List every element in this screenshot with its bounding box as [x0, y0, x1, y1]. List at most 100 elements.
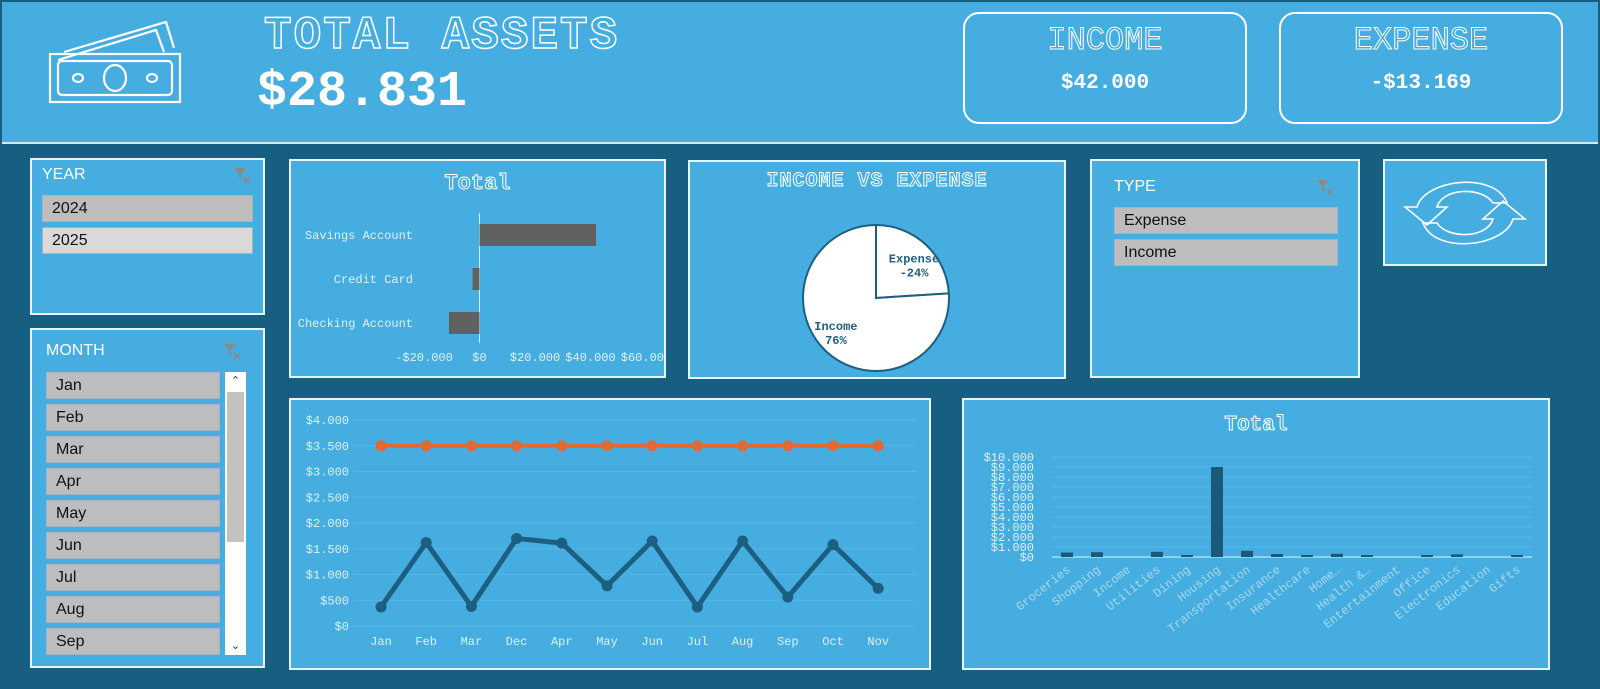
pie-label: Income: [814, 320, 857, 334]
y-tick-label: $4.000: [991, 511, 1034, 525]
bar: [1451, 554, 1463, 557]
data-point: [511, 532, 523, 544]
month-scrollbar[interactable]: ⌃ ⌄: [225, 372, 246, 655]
month-item-jun[interactable]: Jun: [46, 532, 220, 559]
y-tick-label: $1.500: [306, 543, 349, 557]
data-point: [375, 601, 387, 613]
type-item-income[interactable]: Income: [1114, 239, 1338, 266]
tick-label: $60.000: [621, 351, 664, 365]
pie-value-label: 76%: [825, 334, 847, 348]
y-tick-label: $3.000: [306, 466, 349, 480]
data-point: [737, 535, 749, 547]
tick-label: $0: [472, 351, 486, 365]
category-chart-panel: Total $0 $1.000 $2.000 $3.000 $4.000 $5.000 $6…: [962, 398, 1550, 670]
month-item-apr[interactable]: Apr: [46, 468, 220, 495]
x-tick-label: Jun: [641, 635, 663, 649]
data-point: [827, 539, 839, 551]
scroll-down-icon[interactable]: ⌄: [230, 640, 241, 652]
data-point: [872, 440, 884, 452]
filter-clear-icon[interactable]: [223, 342, 241, 360]
category-bar-chart: $0$1.000$2.000$3.000$4.000$5.000$6.000$7…: [984, 451, 1532, 636]
scrollbar-thumb[interactable]: [227, 392, 244, 542]
series-line: [378, 535, 880, 610]
x-tick-label: Feb: [415, 635, 437, 649]
header-bar: TOTAL ASSETS $28.831 INCOME $42.000 EXPE…: [2, 2, 1598, 144]
bar: [1091, 552, 1103, 557]
y-tick-label: $0: [1020, 551, 1034, 565]
category-label: Gifts: [1486, 563, 1523, 596]
month-slicer-title: MONTH: [46, 342, 105, 359]
category-label: Checking Account: [298, 317, 413, 331]
data-point: [691, 440, 703, 452]
month-list: Jan Feb Mar Apr May Jun Jul Aug Sep: [46, 372, 222, 655]
tick-label: $40.000: [565, 351, 615, 365]
filter-clear-icon[interactable]: [1316, 178, 1334, 196]
monthly-line-chart-panel: $0 $500 $1.000 $1.500 $2.000 $2.500 $3.000 $3.5…: [289, 398, 931, 670]
scroll-up-icon[interactable]: ⌃: [230, 375, 241, 387]
x-tick-label: Apr: [551, 635, 573, 649]
y-tick-label: $6.000: [991, 491, 1034, 505]
data-point: [375, 440, 387, 452]
tick-label: -$20.000: [395, 351, 453, 365]
type-slicer: TYPE Expense Income: [1090, 159, 1360, 378]
accounts-chart-title: Total: [444, 171, 511, 197]
year-slicer: YEAR 2024 2025: [30, 158, 265, 315]
bar: [1181, 555, 1193, 557]
bar: [1211, 467, 1223, 557]
x-tick-label: Dec: [506, 635, 528, 649]
y-tick-label: $3.000: [991, 521, 1034, 535]
month-slicer: MONTH Jan Feb Mar Apr May Jun Jul Aug Se…: [30, 328, 265, 668]
y-tick-label: $500: [320, 594, 349, 608]
tick-label: $20.000: [510, 351, 560, 365]
month-item-sep[interactable]: Sep: [46, 628, 220, 655]
data-point: [601, 440, 613, 452]
pie-slice: [875, 223, 950, 300]
x-tick-label: Sep: [777, 635, 799, 649]
bar: [1361, 555, 1373, 557]
income-value: $42.000: [1060, 72, 1150, 95]
money-icon: [48, 20, 182, 104]
y-tick-label: $4.000: [306, 414, 349, 428]
expense-card: EXPENSE -$13.169: [1279, 12, 1563, 124]
bar: [472, 268, 480, 290]
y-tick-label: $7.000: [991, 481, 1034, 495]
filter-clear-icon[interactable]: [233, 166, 251, 184]
data-point: [646, 535, 658, 547]
month-item-feb[interactable]: Feb: [46, 404, 220, 431]
accounts-bar-chart: Savings Account Credit Card Checking Accou…: [298, 213, 664, 365]
monthly-line-chart: $0 $500 $1.000 $1.500 $2.000 $2.500 $3.000 $3.5…: [306, 414, 916, 649]
data-point: [601, 580, 613, 592]
category-label: Savings Account: [305, 229, 413, 243]
bar: [1271, 554, 1283, 557]
data-point: [872, 582, 884, 594]
x-tick-label: May: [596, 635, 618, 649]
year-item-2025[interactable]: 2025: [42, 227, 253, 254]
y-tick-label: $3.500: [306, 440, 349, 454]
type-item-expense[interactable]: Expense: [1114, 207, 1338, 234]
category-label: Credit Card: [334, 273, 413, 287]
refresh-button[interactable]: [1383, 159, 1547, 266]
month-item-jan[interactable]: Jan: [46, 372, 220, 399]
expense-value: -$13.169: [1370, 72, 1472, 95]
x-tick-label: Oct: [822, 635, 844, 649]
x-tick-label: Nov: [867, 635, 889, 649]
bar: [1151, 551, 1163, 557]
month-item-aug[interactable]: Aug: [46, 596, 220, 623]
month-item-mar[interactable]: Mar: [46, 436, 220, 463]
data-point: [556, 537, 568, 549]
month-item-may[interactable]: May: [46, 500, 220, 527]
data-point: [737, 440, 749, 452]
bar: [1301, 555, 1313, 557]
pie-slice: [802, 223, 950, 372]
x-tick-label: Jan: [370, 635, 392, 649]
total-assets-title: TOTAL ASSETS: [263, 9, 620, 63]
pie-value-label: -24%: [900, 266, 930, 280]
y-tick-label: $2.500: [306, 491, 349, 505]
pie-label: Expense: [889, 252, 939, 266]
bar: [1241, 550, 1253, 557]
y-tick-label: $2.000: [991, 531, 1034, 545]
month-item-jul[interactable]: Jul: [46, 564, 220, 591]
y-tick-label: $1.000: [306, 569, 349, 583]
data-point: [465, 440, 477, 452]
year-item-2024[interactable]: 2024: [42, 195, 253, 222]
